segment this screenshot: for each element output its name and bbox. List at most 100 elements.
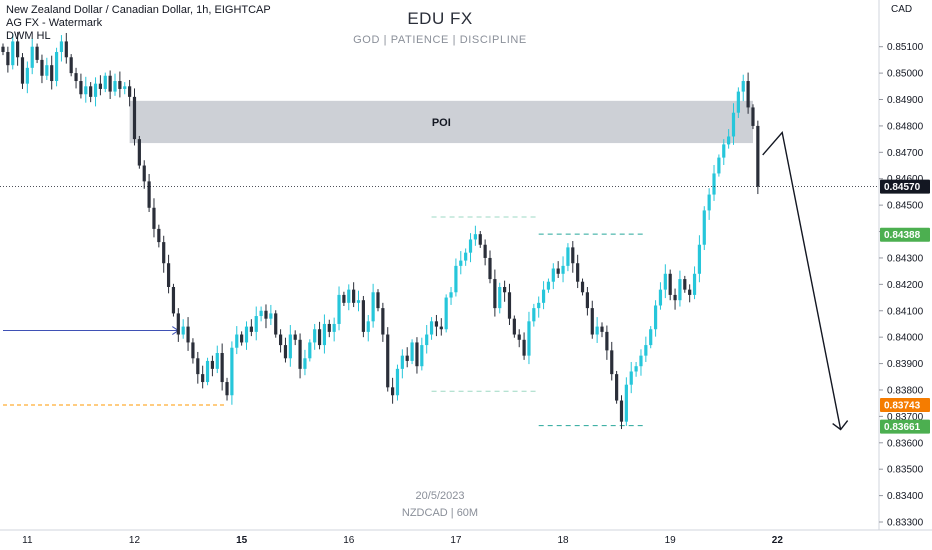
- candle: [356, 290, 361, 312]
- candle: [196, 351, 200, 384]
- currency-label[interactable]: CAD: [891, 4, 913, 15]
- candle-body: [391, 387, 395, 396]
- candle: [444, 294, 448, 333]
- candle: [235, 326, 239, 355]
- projection-path: [762, 130, 842, 430]
- candle: [376, 289, 380, 312]
- candle-body: [123, 86, 127, 89]
- candle: [93, 77, 98, 107]
- candle: [483, 239, 487, 266]
- candle-body: [54, 51, 59, 82]
- candle-body: [166, 263, 171, 287]
- candle: [16, 31, 20, 66]
- candle-body: [386, 334, 390, 388]
- candle-body: [400, 355, 404, 369]
- candle-body: [464, 252, 468, 261]
- candle: [132, 88, 137, 146]
- candle-body: [205, 360, 210, 383]
- candle: [327, 319, 331, 338]
- candle: [147, 173, 151, 213]
- candle: [576, 254, 580, 289]
- candle-body: [673, 294, 677, 301]
- y-tick-label: 0.83800: [887, 385, 924, 396]
- candle-body: [736, 91, 740, 113]
- candle: [722, 139, 726, 165]
- candle: [352, 282, 356, 308]
- candle-body: [488, 257, 492, 280]
- candle-body: [313, 329, 317, 343]
- candle-body: [283, 345, 288, 359]
- candle: [459, 251, 463, 275]
- candle: [142, 160, 146, 189]
- candle-body: [74, 73, 78, 82]
- candle: [50, 55, 54, 90]
- candle-body: [610, 350, 614, 375]
- candle: [176, 308, 180, 342]
- candle-body: [230, 347, 234, 396]
- candle-body: [644, 345, 648, 356]
- candle-body: [50, 65, 54, 82]
- candle: [619, 395, 624, 430]
- candle-body: [79, 81, 83, 95]
- candle: [595, 317, 599, 343]
- candle-body: [576, 263, 580, 282]
- candle: [123, 82, 127, 95]
- candle: [731, 103, 736, 145]
- candle: [259, 306, 263, 322]
- candle: [293, 330, 297, 346]
- candle-body: [20, 57, 25, 84]
- candle: [386, 327, 390, 392]
- candle: [69, 54, 73, 77]
- candle: [25, 61, 29, 94]
- candle: [254, 306, 258, 341]
- candle: [503, 280, 507, 302]
- candle-body: [225, 382, 229, 396]
- candle-body: [327, 323, 331, 332]
- price-badge: [880, 419, 930, 434]
- candle: [201, 365, 205, 389]
- candle: [20, 53, 25, 89]
- candle: [697, 235, 702, 283]
- candle: [278, 329, 283, 353]
- candle: [702, 206, 706, 251]
- candle-body: [634, 366, 638, 372]
- candle-body: [35, 46, 39, 60]
- candle: [488, 250, 492, 284]
- candle: [366, 314, 370, 342]
- projection-arrowhead: [832, 420, 849, 431]
- candle: [478, 231, 482, 248]
- candle-body: [269, 313, 273, 319]
- candle-body: [459, 260, 463, 266]
- candle: [118, 71, 122, 98]
- legend-indicator-dwm: DWM HL: [6, 30, 51, 42]
- candle-body: [624, 384, 628, 422]
- candle-body: [663, 273, 667, 290]
- x-tick-label: 22: [772, 535, 784, 546]
- candle-body: [658, 289, 663, 306]
- candle-body: [366, 321, 370, 332]
- candle: [347, 284, 351, 311]
- poi-zone: [129, 100, 753, 144]
- candle-body: [64, 41, 68, 58]
- candle: [166, 254, 171, 294]
- candle-body: [619, 400, 624, 422]
- candle: [74, 67, 78, 89]
- y-tick-label: 0.83700: [887, 412, 924, 423]
- candle-body: [478, 234, 482, 245]
- candle-body: [683, 279, 687, 290]
- x-tick-label: 15: [236, 535, 248, 546]
- candle: [658, 282, 663, 310]
- y-tick-label: 0.84200: [887, 280, 924, 291]
- y-tick-label: 0.84000: [887, 333, 924, 344]
- candle-body: [196, 358, 200, 375]
- candle: [673, 288, 677, 310]
- candle-body: [600, 326, 604, 332]
- price-badge: [880, 398, 930, 413]
- price-badge-label: 0.83743: [884, 401, 921, 412]
- candle-body: [69, 57, 73, 74]
- x-tick-label: 17: [450, 535, 462, 546]
- candle-body: [361, 300, 365, 332]
- candle-body: [688, 289, 692, 295]
